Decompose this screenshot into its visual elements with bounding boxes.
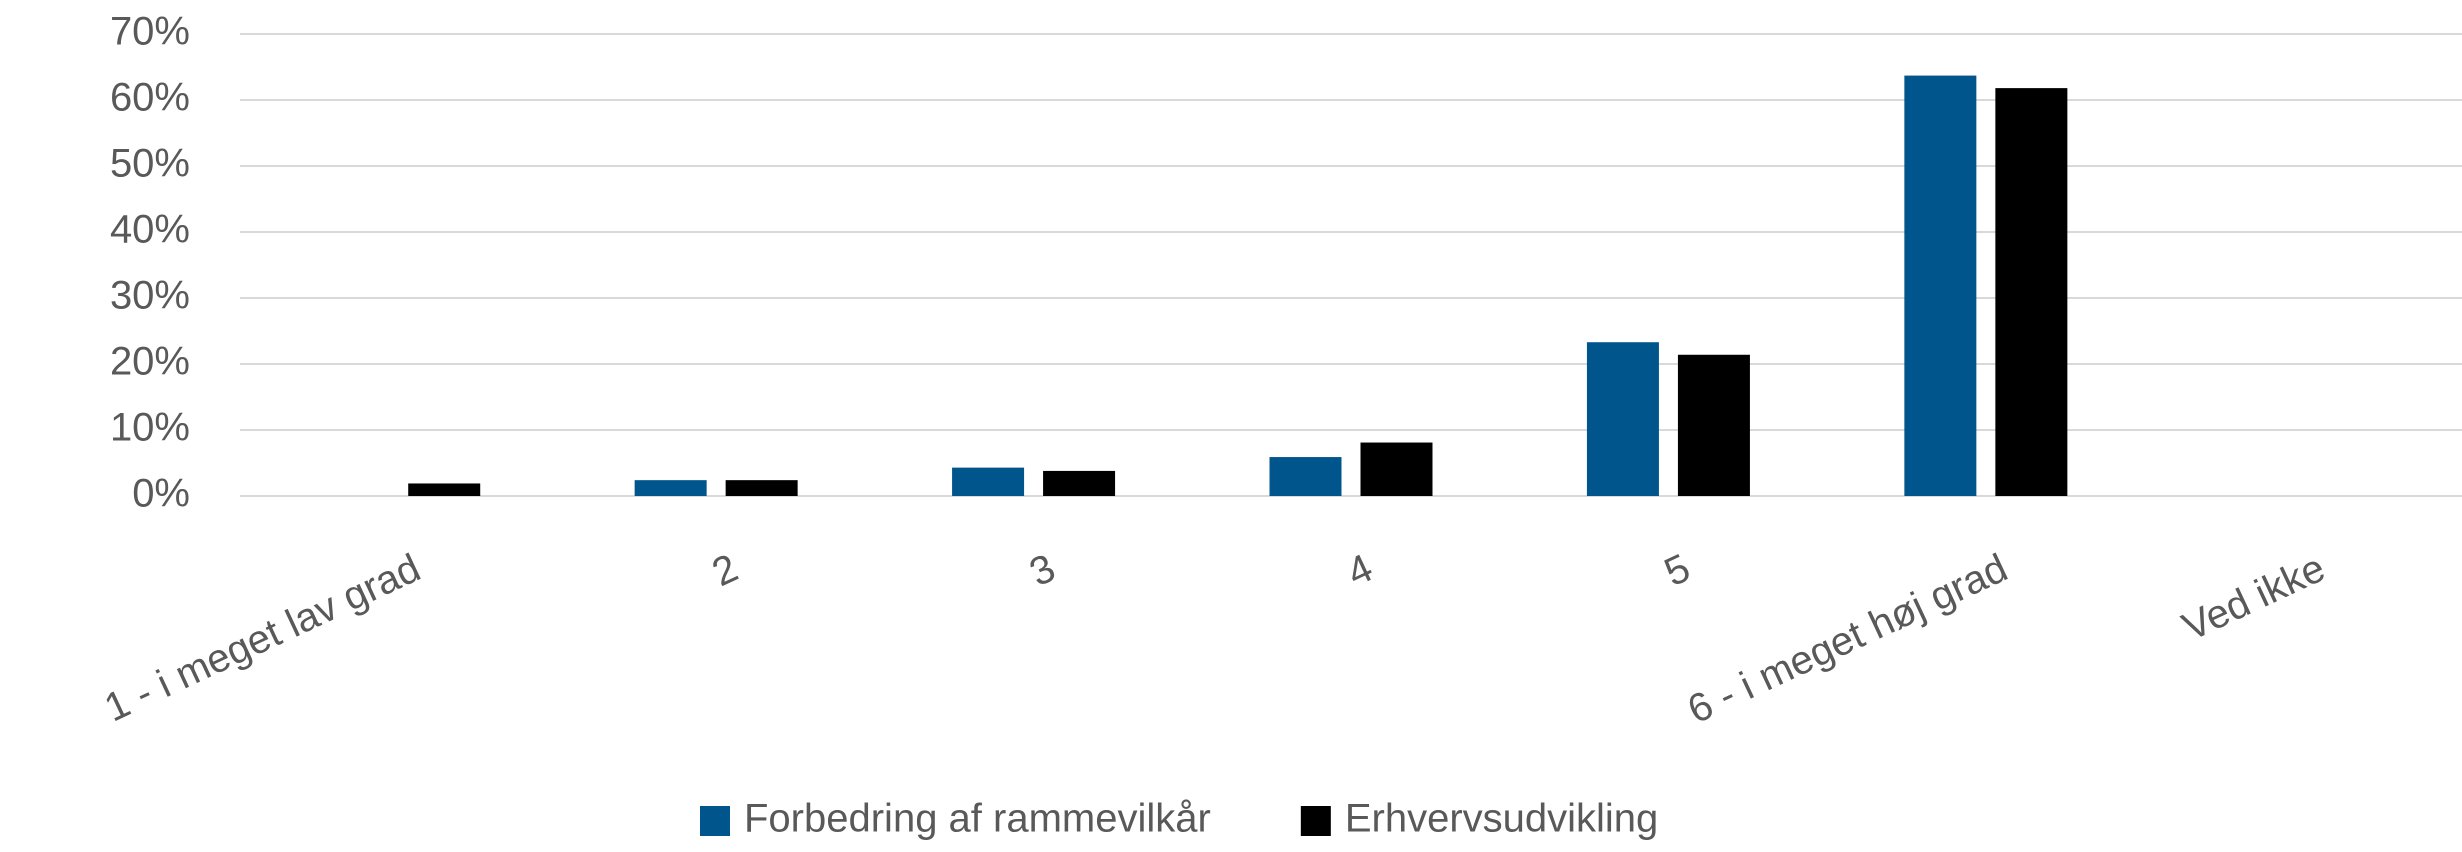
y-tick-label: 40% <box>110 208 190 252</box>
bar <box>1904 75 1977 496</box>
bar <box>1586 342 1659 496</box>
bar <box>1677 354 1750 496</box>
x-tick-label: 2 <box>706 546 745 595</box>
x-tick-label: 5 <box>1658 546 1697 595</box>
y-tick-label: 0% <box>132 472 190 516</box>
bar <box>408 483 481 496</box>
bar <box>952 467 1025 496</box>
legend-label: Erhvervsudvikling <box>1345 797 1658 841</box>
bar <box>1043 470 1116 496</box>
bar <box>725 480 798 496</box>
bar <box>1360 442 1433 496</box>
y-tick-label: 20% <box>110 340 190 384</box>
y-tick-label: 10% <box>110 406 190 450</box>
y-tick-label: 60% <box>110 76 190 120</box>
legend-label: Forbedring af rammevilkår <box>744 797 1211 841</box>
y-tick-label: 30% <box>110 274 190 318</box>
y-tick-label: 50% <box>110 142 190 186</box>
x-tick-label: 3 <box>1023 546 1062 595</box>
x-tick-label: Ved ikke <box>2176 546 2332 650</box>
x-tick-label: 1 - i meget lav grad <box>98 546 427 731</box>
bar <box>634 480 707 496</box>
y-tick-label: 70% <box>110 10 190 54</box>
x-tick-label: 6 - i meget høj grad <box>1681 546 2014 732</box>
legend-swatch <box>700 806 730 836</box>
legend-swatch <box>1300 806 1331 836</box>
bar <box>1269 457 1342 496</box>
x-tick-label: 4 <box>1341 546 1380 595</box>
bar <box>1995 88 2068 497</box>
